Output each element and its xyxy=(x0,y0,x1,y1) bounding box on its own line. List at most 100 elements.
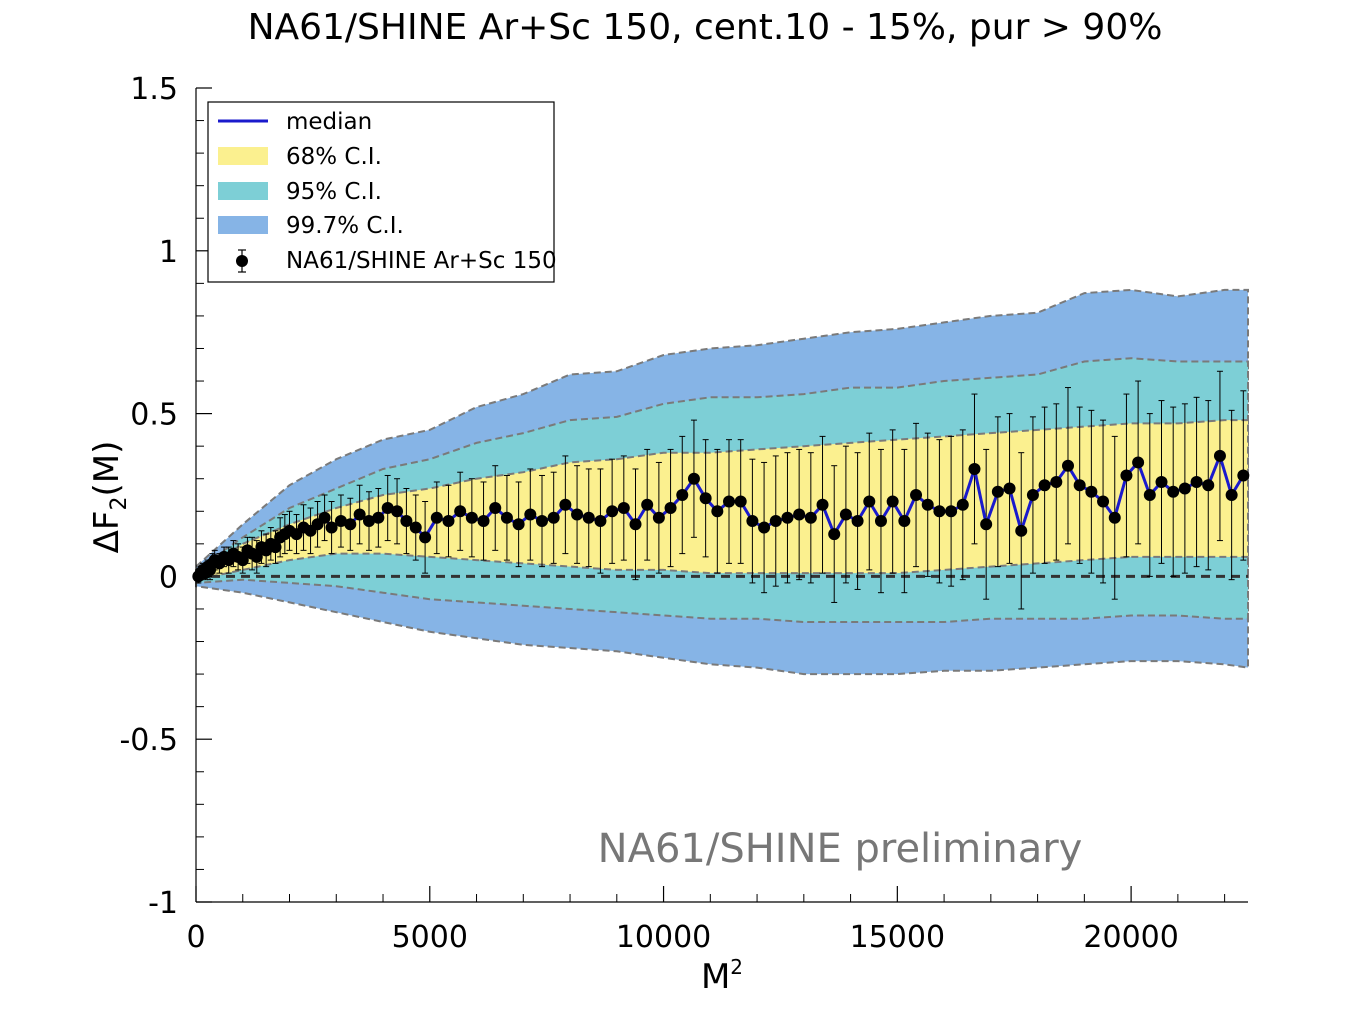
tick-labels: -1 -0.5 0 0.5 1 1.5 0 5000 10000 15000 20000 xyxy=(119,72,1178,955)
data-point xyxy=(1015,524,1028,537)
data-point xyxy=(524,508,537,521)
data-point xyxy=(1026,489,1039,501)
data-point xyxy=(839,508,852,521)
x-axis-title: M2 xyxy=(701,955,743,997)
data-point xyxy=(269,541,282,554)
x-tick-label: 0 xyxy=(186,920,205,955)
data-point xyxy=(535,515,548,528)
data-point xyxy=(828,528,841,541)
data-point xyxy=(804,511,817,524)
data-point xyxy=(512,518,525,531)
data-point xyxy=(547,511,560,524)
data-point xyxy=(956,498,969,511)
legend-median-label: median xyxy=(286,109,372,135)
data-point xyxy=(500,511,513,524)
data-point xyxy=(353,508,366,521)
data-point xyxy=(676,489,689,501)
data-point xyxy=(781,511,794,524)
legend: median 68% C.I. 95% C.I. 99.7% C.I. NA61… xyxy=(207,101,557,283)
chart-title: NA61/SHINE Ar+Sc 150, cent.10 - 15%, pur… xyxy=(248,7,1163,48)
y-axis-title: ΔF2(M) xyxy=(87,441,132,554)
data-point xyxy=(236,554,249,567)
data-point xyxy=(318,511,331,524)
data-point xyxy=(1073,479,1086,492)
y-tick-label: 1 xyxy=(159,235,178,270)
data-point xyxy=(874,515,887,528)
data-point xyxy=(910,489,923,501)
data-point xyxy=(734,495,747,508)
data-points xyxy=(192,449,1250,583)
data-point xyxy=(1155,475,1168,488)
y-tick-label: -0.5 xyxy=(119,723,178,758)
data-point xyxy=(886,495,899,508)
data-point xyxy=(1003,482,1016,495)
y-tick-label: -1 xyxy=(148,886,178,921)
legend-ci95-label: 95% C.I. xyxy=(286,179,382,205)
data-point xyxy=(945,505,958,518)
data-point xyxy=(652,511,665,524)
data-point xyxy=(687,472,700,485)
data-point xyxy=(816,498,829,511)
data-point xyxy=(559,498,572,511)
data-point xyxy=(898,515,911,528)
legend-ci997-swatch xyxy=(218,216,268,234)
data-point xyxy=(1061,459,1074,472)
data-point xyxy=(1132,456,1145,469)
data-point xyxy=(769,515,782,528)
data-point xyxy=(325,521,338,534)
data-point xyxy=(582,511,595,524)
confidence-bands xyxy=(195,288,1249,676)
data-point xyxy=(758,521,771,534)
legend-ci68-label: 68% C.I. xyxy=(286,144,382,170)
legend-ci95-swatch xyxy=(218,182,268,200)
data-point xyxy=(334,515,347,528)
data-point xyxy=(465,511,478,524)
legend-marker-dot xyxy=(236,255,248,267)
data-point xyxy=(1237,469,1250,482)
data-point xyxy=(921,498,934,511)
axes xyxy=(195,87,1248,903)
data-point xyxy=(477,515,490,528)
data-point xyxy=(699,492,712,505)
data-point xyxy=(1213,449,1226,462)
data-point xyxy=(454,505,467,518)
legend-data-label: NA61/SHINE Ar+Sc 150 xyxy=(286,248,557,274)
data-point xyxy=(1050,475,1063,488)
data-point xyxy=(442,515,455,528)
x-tick-label: 5000 xyxy=(392,920,468,955)
y-axis-title-base: ΔF xyxy=(87,511,127,554)
data-point xyxy=(711,505,724,518)
legend-ci68-swatch xyxy=(218,147,268,165)
data-point xyxy=(641,498,654,511)
data-point xyxy=(1190,475,1203,488)
data-point xyxy=(1167,485,1180,498)
y-tick-label: 1.5 xyxy=(130,72,178,107)
data-point xyxy=(968,462,981,475)
data-point xyxy=(793,508,806,521)
data-point xyxy=(1202,479,1215,492)
data-point xyxy=(571,508,584,521)
data-point xyxy=(1120,469,1133,482)
band-68-ci xyxy=(195,419,1249,581)
data-point xyxy=(980,518,993,531)
data-point xyxy=(1225,489,1238,501)
data-point xyxy=(1085,485,1098,498)
data-point xyxy=(400,515,413,528)
data-point xyxy=(851,515,864,528)
y-tick-label: 0.5 xyxy=(130,398,178,433)
data-point xyxy=(617,502,630,515)
data-point xyxy=(723,495,736,508)
data-point xyxy=(933,505,946,518)
data-point xyxy=(1143,489,1156,501)
data-point xyxy=(430,511,443,524)
data-point xyxy=(1108,511,1121,524)
data-point xyxy=(746,515,759,528)
x-axis-title-sup: 2 xyxy=(730,955,743,979)
data-point xyxy=(489,502,502,515)
data-point xyxy=(606,505,619,518)
data-point xyxy=(594,515,607,528)
data-point xyxy=(391,505,404,518)
y-tick-label: 0 xyxy=(159,560,178,595)
x-tick-label: 10000 xyxy=(616,920,711,955)
preliminary-annotation: NA61/SHINE preliminary xyxy=(598,826,1083,872)
